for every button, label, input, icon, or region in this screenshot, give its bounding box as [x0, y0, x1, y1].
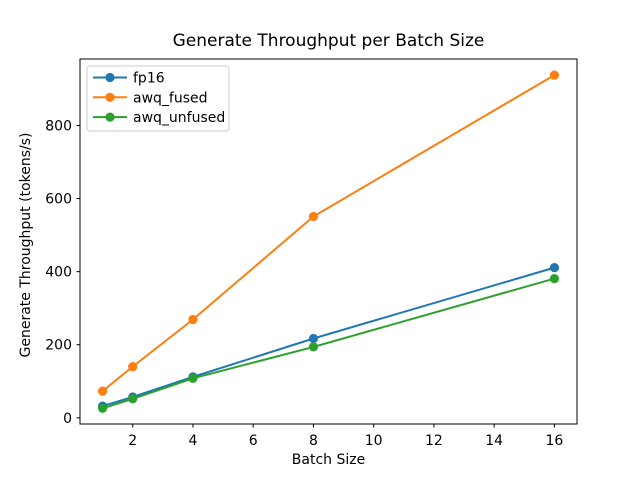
series-line-awq_unfused: [101, 277, 556, 410]
legend-marker-awq_fused: [105, 92, 115, 102]
legend-label-fp16: fp16: [133, 71, 165, 87]
data-point-awq_unfused: [308, 342, 319, 352]
x-tick-label: 14: [485, 433, 503, 449]
data-point-awq_fused: [97, 386, 108, 396]
legend-marker-awq_unfused: [105, 112, 115, 122]
data-point-awq_fused: [128, 362, 138, 372]
legend-label-awq_unfused: awq_unfused: [133, 110, 225, 126]
legend-box: [86, 65, 230, 132]
data-point-awq_fused: [308, 211, 319, 222]
data-point-fp16: [308, 333, 319, 344]
x-tick-label: 10: [365, 433, 383, 449]
y-tick-label: 800: [45, 118, 72, 134]
x-axis-label: Batch Size: [291, 452, 366, 468]
x-tick-label: 4: [188, 433, 197, 449]
x-tick-label: 8: [309, 433, 318, 449]
data-point-awq_unfused: [549, 273, 560, 284]
legend-marker-fp16: [105, 72, 115, 83]
data-point-awq_fused: [549, 70, 560, 80]
data-point-awq_fused: [188, 314, 198, 325]
y-tick-label: 400: [45, 265, 72, 281]
data-point-awq_unfused: [188, 373, 198, 383]
x-tick-label: 2: [128, 433, 137, 449]
y-tick-label: 200: [45, 338, 72, 354]
y-axis-label: Generate Throughput (tokens/s): [18, 132, 34, 358]
y-tick-label: 0: [63, 411, 72, 427]
axes-frame: [79, 58, 578, 425]
x-tick-label: 6: [249, 433, 258, 449]
data-point-awq_unfused: [128, 394, 138, 404]
x-tick-label: 16: [545, 433, 563, 449]
x-tick-label: 12: [425, 433, 443, 449]
data-point-fp16: [549, 263, 560, 273]
data-point-awq_unfused: [97, 403, 108, 413]
y-tick-label: 600: [45, 192, 72, 208]
legend-label-awq_fused: awq_fused: [133, 90, 208, 106]
chart-title: Generate Throughput per Batch Size: [172, 31, 485, 51]
